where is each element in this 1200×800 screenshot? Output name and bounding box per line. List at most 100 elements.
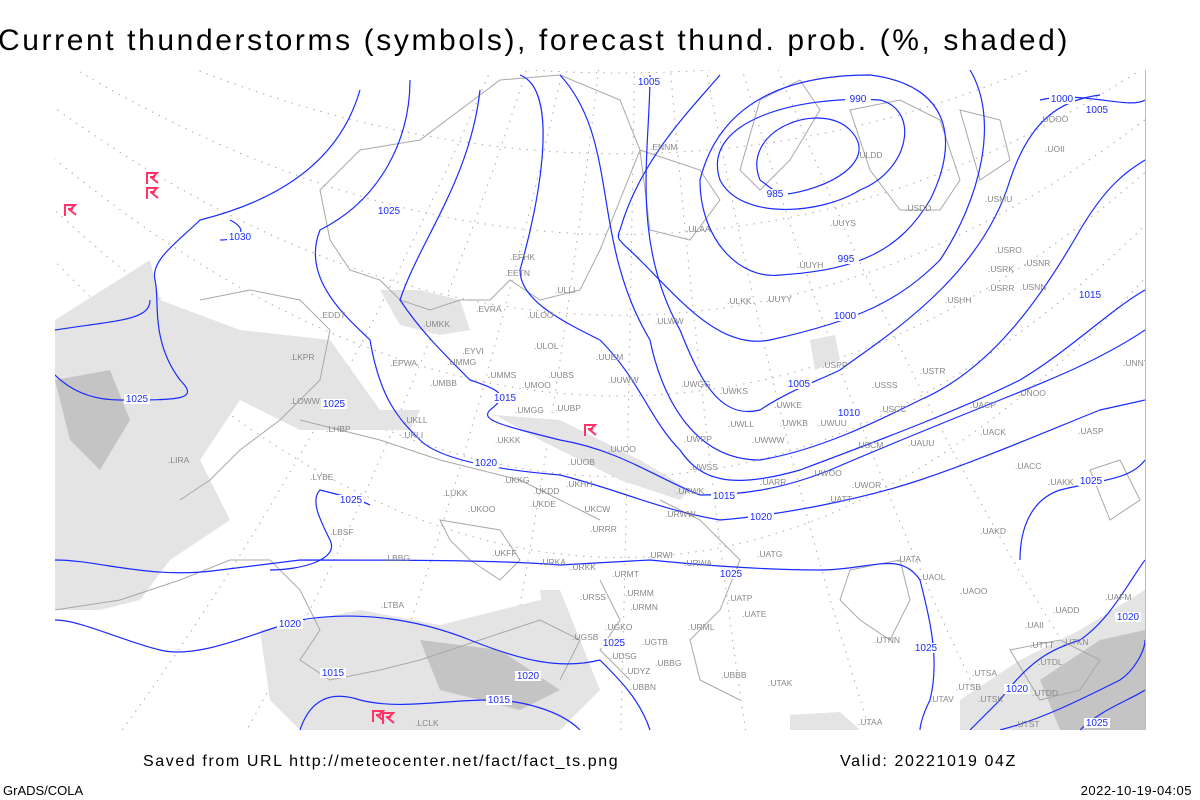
coastline <box>599 579 631 681</box>
station-label: .UNOO <box>1018 388 1046 398</box>
station-label: .UAII <box>1025 620 1044 630</box>
generation-timestamp: 2022-10-19-04:05 <box>1080 783 1192 798</box>
station-label: .UARR <box>760 477 786 487</box>
station-label: .UWWW <box>752 435 785 445</box>
isobar-label: 1000 <box>834 311 857 322</box>
coastline <box>639 149 721 241</box>
isobar-label-bg <box>1084 718 1110 728</box>
isobar-label: 1015 <box>713 491 736 502</box>
isobar-label: 995 <box>838 254 855 265</box>
station-label: .UAKD <box>980 526 1006 536</box>
probability-shade-area <box>1040 630 1145 730</box>
isobar-label-bg <box>1004 684 1030 694</box>
parallel-line <box>75 70 1142 235</box>
station-label: .LTBA <box>381 600 404 610</box>
station-label: .ULDD <box>857 150 883 160</box>
isobar-label: 985 <box>767 189 784 200</box>
station-label: .URWW <box>665 509 696 519</box>
station-label: .URKA <box>540 557 566 567</box>
station-label: .LHBP <box>326 424 351 434</box>
coastline <box>1089 459 1141 521</box>
station-label: .USRK <box>988 264 1014 274</box>
meridian-line <box>669 70 746 730</box>
station-label: .UWKE <box>774 400 802 410</box>
thunderstorm-icon <box>146 187 160 199</box>
station-label: .UKKK <box>495 435 521 445</box>
meridian-line <box>741 70 996 730</box>
coastline <box>319 74 641 311</box>
station-label: .UWGG <box>681 379 711 389</box>
probability-shade-area <box>810 335 840 370</box>
isobar-label: 1025 <box>1080 476 1103 487</box>
isobar-line <box>717 98 906 210</box>
station-label: .LIRA <box>168 455 190 465</box>
coastline <box>179 289 331 501</box>
station-label: .EETN <box>505 268 530 278</box>
isobar-label: 1005 <box>788 379 811 390</box>
station-label: .UKLI <box>402 430 423 440</box>
station-label: .UKOO <box>468 504 496 514</box>
station-label: .USNR <box>1024 258 1050 268</box>
isobar-label: 1025 <box>340 495 363 506</box>
isobar-label: 1000 <box>1051 94 1074 105</box>
isobar-label-bg <box>636 77 662 87</box>
isobar-label: 1015 <box>322 668 345 679</box>
isobar-label: 1025 <box>720 569 743 580</box>
isobar-label: 1020 <box>517 671 540 682</box>
thunderstorm-icon <box>146 172 160 184</box>
station-label: .UKFF <box>492 548 517 558</box>
meridian-line <box>777 70 1121 730</box>
station-label: .USDD <box>905 203 931 213</box>
isobar-label: 1025 <box>603 638 626 649</box>
isobar-label: 1020 <box>1117 612 1140 623</box>
isobar-labels: 985 990 995 1000 1005 1005 1010 1015 1015 1020 102… <box>124 77 1141 729</box>
station-label: .URML <box>688 622 715 632</box>
isobar-label: 1015 <box>488 695 511 706</box>
isobar-label-bg <box>321 399 347 409</box>
station-label: .LOWW <box>290 396 320 406</box>
isobar-label-bg <box>277 619 303 629</box>
parallel-line <box>196 70 1030 155</box>
station-label: .UGSB <box>572 632 599 642</box>
coastline <box>739 79 821 191</box>
station-label: .UUBS <box>548 370 574 380</box>
station-label: .UKDE <box>530 499 556 509</box>
station-label: .LCLK <box>415 718 439 728</box>
station-label: .UTAV <box>930 694 954 704</box>
isobar-label-bg <box>1084 105 1110 115</box>
coastline <box>1009 639 1101 701</box>
isobar-label-bg <box>748 512 774 522</box>
isobar-line <box>55 559 935 730</box>
thunderstorm-icon <box>382 712 396 724</box>
isobar-label-bg <box>832 311 858 321</box>
station-label: .UMGG <box>515 405 544 415</box>
station-label: .ULAA <box>686 224 711 234</box>
parallel-line <box>526 70 714 74</box>
isobar-line <box>55 299 151 331</box>
station-label: .UWLL <box>728 419 754 429</box>
probability-shade-area <box>540 590 580 640</box>
coastlines-borders <box>55 74 1141 701</box>
isobar-label-bg <box>1115 612 1141 622</box>
isobar-label: 1020 <box>475 458 498 469</box>
isobar-line <box>999 639 1145 730</box>
station-label: .URMT <box>612 569 639 579</box>
station-label: .URWI <box>648 550 673 560</box>
isobar-line <box>299 695 581 730</box>
isobar-line <box>399 89 1145 496</box>
station-label: .USMU <box>985 194 1012 204</box>
station-label: .URRR <box>590 524 617 534</box>
station-label: .UDSG <box>610 651 637 661</box>
station-label: .UUYS <box>830 218 856 228</box>
station-label: .USPP <box>822 360 848 370</box>
isobar-line <box>314 79 1145 521</box>
coastline <box>659 499 741 701</box>
parallel-line <box>55 107 1145 316</box>
isobar-label-bg <box>786 379 812 389</box>
station-label: .UGTB <box>642 637 668 647</box>
isobar-label-bg <box>601 638 627 648</box>
station-label: .UMBB <box>430 378 457 388</box>
isobar-label-bg <box>338 495 364 505</box>
isobar-line <box>756 117 860 196</box>
